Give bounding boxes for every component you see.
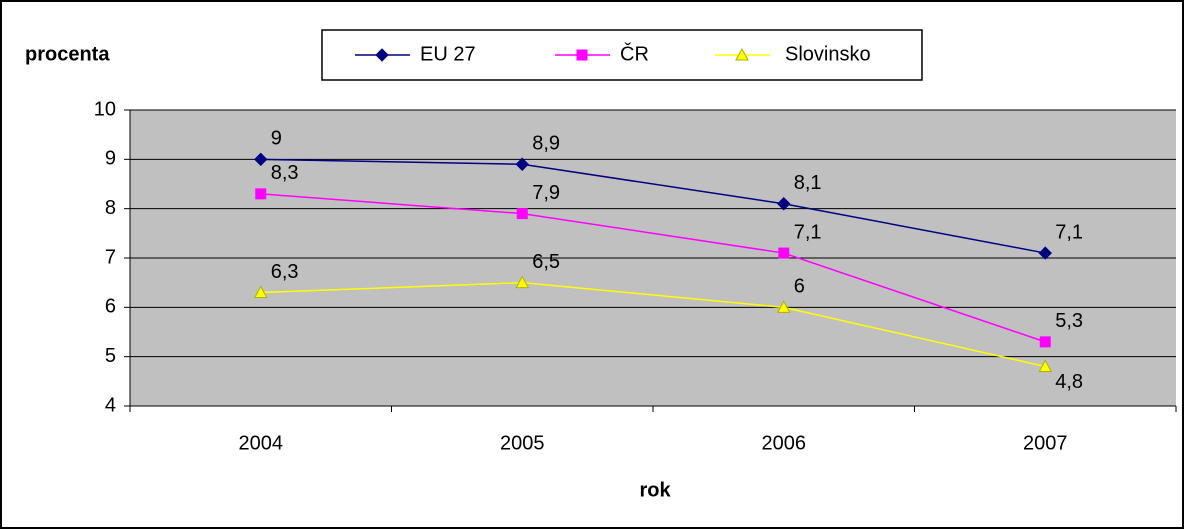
x-tick-label: 2007 [1023, 432, 1068, 454]
y-axis-label: procenta [25, 43, 110, 65]
y-tick-label: 9 [105, 148, 116, 170]
series-line [260, 193, 1046, 343]
legend [321, 29, 923, 81]
point [515, 157, 529, 171]
x-tick-label: 2004 [239, 432, 284, 454]
y-tick-label: 5 [105, 345, 116, 367]
point [255, 188, 267, 200]
point [1038, 246, 1052, 260]
point [515, 275, 530, 289]
data-label: 7,9 [532, 182, 560, 204]
legend-marker [735, 47, 749, 61]
series-line [260, 158, 1046, 254]
y-tick-label: 10 [94, 98, 116, 120]
data-label: 8,3 [271, 162, 299, 184]
point [253, 285, 268, 299]
legend-label: Slovinsko [785, 43, 871, 65]
x-axis-label: rok [639, 479, 671, 501]
x-tick-label: 2006 [762, 432, 807, 454]
point [778, 247, 790, 259]
point [254, 152, 268, 167]
point [776, 300, 791, 313]
data-label: 5,3 [1055, 310, 1083, 332]
series-line [260, 281, 1046, 368]
y-tick-label: 8 [105, 197, 116, 219]
data-label: 4,8 [1055, 371, 1083, 393]
legend-marker [576, 49, 588, 61]
data-label: 7,1 [1055, 221, 1083, 243]
point [777, 197, 791, 211]
y-tick-label: 4 [105, 394, 116, 416]
data-label: 6,5 [532, 251, 560, 273]
point [1038, 359, 1053, 373]
data-label: 6 [794, 276, 805, 298]
data-label: 8,1 [794, 172, 822, 194]
data-label: 6,3 [271, 261, 299, 283]
point [1039, 336, 1051, 348]
data-label: 7,1 [794, 221, 822, 243]
point [516, 208, 528, 220]
legend-label: EU 27 [420, 43, 476, 65]
data-label: 8,9 [532, 133, 560, 155]
y-tick-label: 7 [105, 246, 116, 268]
legend-label: ČR [620, 42, 649, 65]
y-tick-label: 6 [105, 296, 116, 318]
x-tick-label: 2005 [500, 432, 545, 454]
data-label: 9 [271, 128, 282, 150]
legend-marker [375, 48, 389, 62]
